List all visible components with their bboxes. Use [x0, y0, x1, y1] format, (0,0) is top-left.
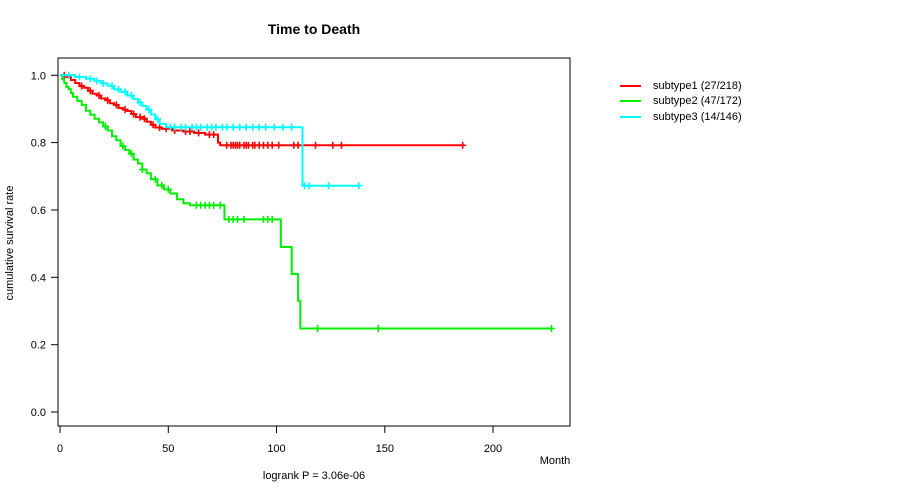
survival-curve-1	[60, 74, 463, 147]
censor-marks-1	[60, 71, 467, 149]
y-tick-label: 0.2	[31, 340, 46, 352]
legend-item-subtype2: subtype2 (47/172)	[620, 94, 742, 110]
censor-marks-2	[102, 123, 555, 332]
x-axis-label: Month	[539, 455, 571, 467]
x-tick-label: 150	[376, 443, 394, 455]
y-tick-label: 0.6	[31, 205, 46, 217]
y-tick-label: 0.8	[31, 138, 46, 150]
legend-label: subtype2 (47/172)	[653, 95, 742, 108]
x-tick-label: 200	[484, 443, 502, 455]
legend-line-swatch-green	[620, 100, 641, 103]
plot-box	[57, 57, 571, 427]
y-tick-label: 0.0	[31, 407, 46, 419]
x-tick-label: 50	[162, 443, 174, 455]
legend-line-swatch-red	[620, 84, 641, 87]
y-tick-label: 0.4	[31, 272, 46, 284]
chart-title: Time to Death	[267, 21, 361, 37]
legend-item-subtype3: subtype3 (14/146)	[620, 109, 742, 125]
legend-item-subtype1: subtype1 (27/218)	[620, 78, 742, 94]
y-tick-label: 1.0	[31, 70, 46, 82]
y-axis-label: cumulative survival rate	[4, 185, 16, 301]
x-tick-label: 0	[57, 443, 63, 455]
logrank-annotation: logrank P = 3.06e-06	[262, 470, 366, 482]
legend-line-swatch-cyan	[620, 115, 641, 118]
legend-label: subtype3 (14/146)	[653, 110, 742, 123]
legend: subtype1 (27/218) subtype2 (47/172) subt…	[620, 78, 742, 125]
survival-curve-3	[60, 74, 359, 187]
legend-label: subtype1 (27/218)	[653, 79, 742, 92]
x-tick-label: 100	[267, 443, 285, 455]
survival-curve-2	[60, 74, 552, 330]
censor-marks-3	[65, 71, 363, 190]
